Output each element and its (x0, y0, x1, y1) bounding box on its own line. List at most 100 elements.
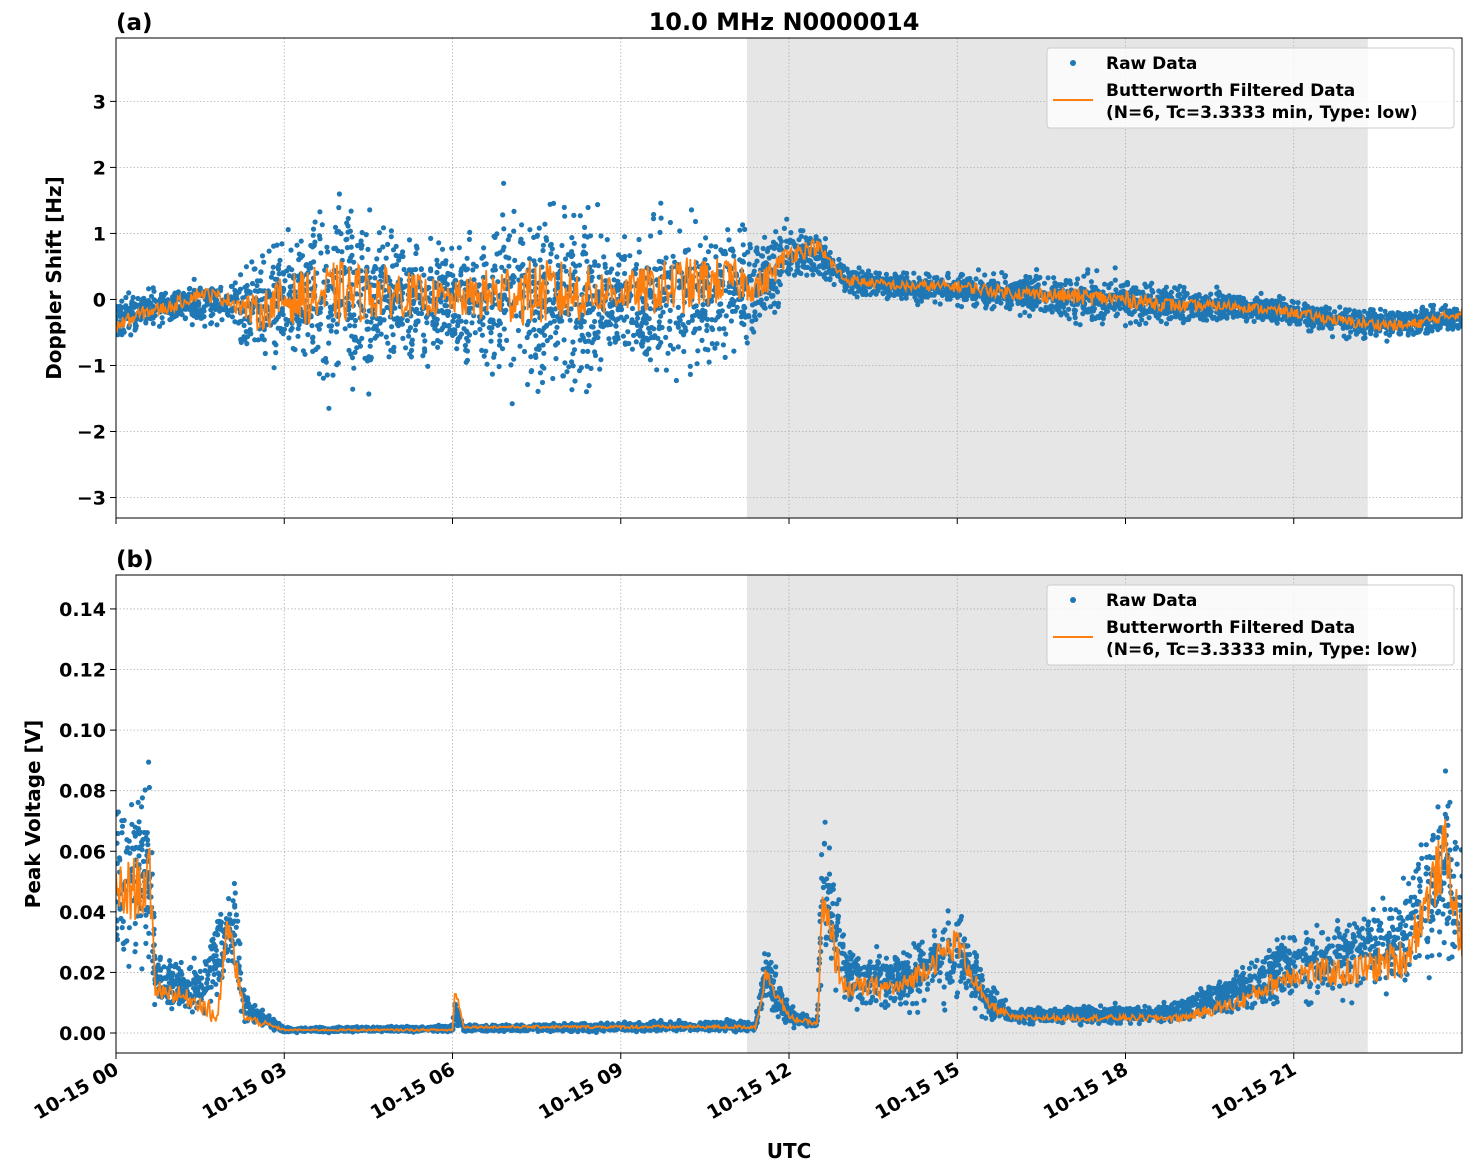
raw-data-point (587, 383, 592, 388)
raw-data-point (836, 257, 841, 262)
raw-data-point (1043, 305, 1048, 310)
chart-title: 10.0 MHz N0000014 (649, 8, 920, 36)
raw-data-point (449, 246, 454, 251)
raw-data-point (730, 246, 735, 251)
raw-data-point (619, 307, 624, 312)
raw-data-point (759, 298, 764, 303)
raw-data-point (1114, 313, 1119, 318)
raw-data-point (698, 243, 703, 248)
raw-data-point (541, 351, 546, 356)
raw-data-point (435, 338, 440, 343)
raw-data-point (729, 318, 734, 323)
raw-data-point (276, 326, 281, 331)
raw-data-point (126, 290, 131, 295)
raw-data-point (1051, 275, 1056, 280)
raw-data-point (648, 306, 653, 311)
raw-data-point (191, 307, 196, 312)
raw-data-point (635, 311, 640, 316)
raw-data-point (312, 240, 317, 245)
raw-data-point (349, 209, 354, 214)
raw-data-point (1085, 267, 1090, 272)
raw-data-point (1165, 302, 1170, 307)
raw-data-point (424, 320, 429, 325)
raw-data-point (799, 234, 804, 239)
raw-data-point (465, 267, 470, 272)
raw-data-point (360, 230, 365, 235)
raw-data-point (900, 289, 905, 294)
raw-data-point (1354, 332, 1359, 337)
raw-data-point (398, 320, 403, 325)
raw-data-point (591, 337, 596, 342)
raw-data-point (784, 239, 789, 244)
raw-data-point (287, 292, 292, 297)
raw-data-point (477, 319, 482, 324)
raw-data-point (339, 249, 344, 254)
raw-data-point (273, 350, 278, 355)
raw-data-point (394, 253, 399, 258)
raw-data-point (381, 225, 386, 230)
raw-data-point (713, 244, 718, 249)
raw-data-point (1214, 285, 1219, 290)
raw-data-point (463, 343, 468, 348)
raw-data-point (192, 277, 197, 282)
raw-data-point (654, 367, 659, 372)
raw-data-point (277, 271, 282, 276)
raw-data-point (745, 340, 750, 345)
raw-data-point (414, 246, 419, 251)
raw-data-point (1089, 279, 1094, 284)
raw-data-point (533, 352, 538, 357)
raw-data-point (636, 237, 641, 242)
raw-data-point (709, 299, 714, 304)
raw-data-point (1262, 299, 1267, 304)
raw-data-point (991, 271, 996, 276)
raw-data-point (351, 366, 356, 371)
raw-data-point (1074, 281, 1079, 286)
raw-data-point (296, 257, 301, 262)
raw-data-point (1168, 316, 1173, 321)
raw-data-point (407, 351, 412, 356)
raw-data-point (385, 341, 390, 346)
raw-data-point (1357, 312, 1362, 317)
x-tick-label: 10-15 00 (30, 1058, 122, 1124)
raw-data-point (1342, 334, 1347, 339)
raw-data-point (1189, 309, 1194, 314)
raw-data-point (622, 257, 627, 262)
raw-data-point (253, 288, 258, 293)
raw-data-point (857, 285, 862, 290)
raw-data-point (465, 256, 470, 261)
raw-data-point (946, 275, 951, 280)
raw-data-point (737, 228, 742, 233)
raw-data-point (657, 319, 662, 324)
raw-data-point (1078, 322, 1083, 327)
raw-data-point (117, 311, 122, 316)
raw-data-point (850, 270, 855, 275)
raw-data-point (741, 305, 746, 310)
raw-data-point (608, 311, 613, 316)
x-tick-label: 10-15 18 (1040, 1058, 1132, 1124)
raw-data-point (1075, 276, 1080, 281)
raw-data-point (133, 302, 138, 307)
raw-data-point (366, 391, 371, 396)
raw-data-point (856, 271, 861, 276)
raw-data-point (560, 373, 565, 378)
raw-data-point (607, 341, 612, 346)
y-tick-label: 3 (93, 91, 106, 113)
raw-data-point (894, 277, 899, 282)
raw-data-point (615, 271, 620, 276)
raw-data-point (355, 243, 360, 248)
raw-data-point (553, 330, 558, 335)
raw-data-point (186, 307, 191, 312)
raw-data-point (721, 342, 726, 347)
raw-data-point (459, 331, 464, 336)
raw-data-point (625, 329, 630, 334)
raw-data-point (622, 234, 627, 239)
raw-data-point (365, 247, 370, 252)
raw-data-point (346, 216, 351, 221)
raw-data-point (516, 328, 521, 333)
raw-data-point (747, 274, 752, 279)
raw-data-point (232, 319, 237, 324)
raw-data-point (911, 271, 916, 276)
raw-data-point (616, 262, 621, 267)
